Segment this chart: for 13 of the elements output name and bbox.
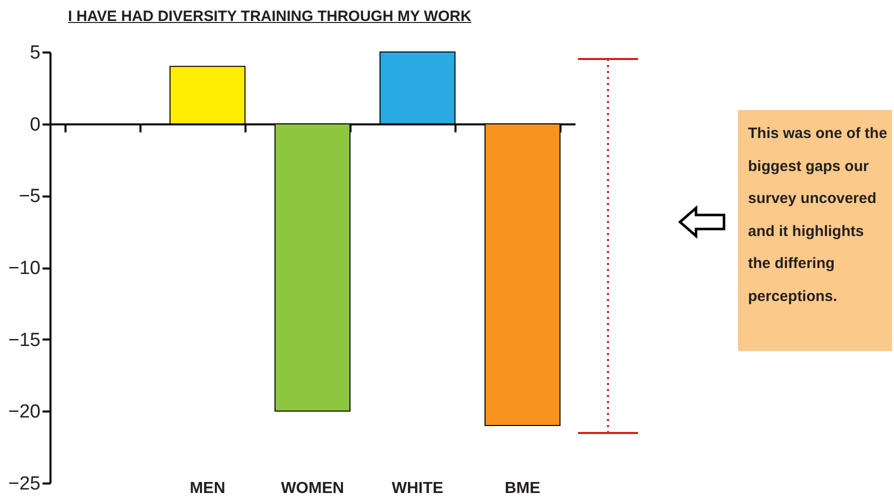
x-tick-label: WOMEN — [280, 480, 344, 497]
chart-title: I HAVE HAD DIVERSITY TRAINING THROUGH MY WORK — [68, 8, 472, 25]
y-tick-label: −15 — [8, 330, 40, 351]
x-tick-label: WHITE — [392, 480, 444, 497]
text: This was one of the biggest gaps our survey uncovered and it highlights the differing perceptions. — [738, 110, 892, 351]
y-tick-label: 5 — [30, 42, 40, 64]
y-tick-label: 0 — [30, 114, 40, 136]
y-tick-label: −10 — [8, 258, 40, 279]
x-tick-label: MEN — [190, 480, 226, 497]
y-tick-label: −20 — [8, 402, 40, 423]
y-tick-label: −5 — [18, 186, 40, 208]
x-tick-label: BME — [504, 480, 541, 497]
y-tick-label: −25 — [8, 474, 40, 494]
